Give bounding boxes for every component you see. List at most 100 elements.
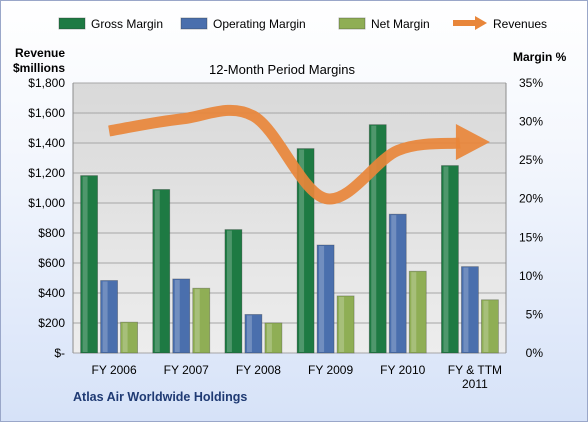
bar-highlight bbox=[226, 230, 232, 352]
operating-margin-bar bbox=[100, 280, 118, 354]
bar-highlight bbox=[391, 215, 397, 352]
legend-item: Operating Margin bbox=[180, 17, 306, 31]
legend-item: Gross Margin bbox=[58, 17, 163, 31]
bar-group bbox=[172, 278, 191, 354]
bar-group bbox=[408, 270, 427, 354]
bar-highlight bbox=[339, 296, 345, 352]
company-name: Atlas Air Worldwide Holdings bbox=[73, 390, 247, 404]
category-label: FY 2006 bbox=[92, 363, 137, 377]
net-margin-bar bbox=[264, 322, 283, 354]
left-axis-title-line2: $millions bbox=[13, 61, 65, 75]
legend-label: Net Margin bbox=[371, 17, 430, 31]
revenue-line bbox=[108, 104, 490, 205]
bar-group bbox=[192, 287, 211, 354]
left-tick-label: $200 bbox=[38, 316, 65, 330]
legend-label: Operating Margin bbox=[213, 17, 306, 31]
category-label: FY 2007 bbox=[164, 363, 209, 377]
right-axis-ticks: 0% 5% 10% 15% 20% 25% 30% 35% bbox=[519, 76, 543, 360]
bar-group bbox=[264, 322, 283, 354]
bar-highlight bbox=[319, 246, 325, 352]
revenue-line-path bbox=[108, 104, 461, 205]
operating-margin-bar bbox=[244, 314, 263, 354]
bar-highlight bbox=[443, 166, 449, 352]
right-tick-label: 25% bbox=[519, 153, 543, 167]
right-tick-label: 15% bbox=[519, 230, 543, 244]
right-axis-title: Margin % bbox=[513, 50, 567, 64]
net-margin-bar bbox=[408, 270, 427, 354]
right-tick-label: 10% bbox=[519, 269, 543, 283]
left-tick-label: $1,000 bbox=[28, 196, 65, 210]
chart-title: 12-Month Period Margins bbox=[209, 62, 355, 77]
bar-highlight bbox=[299, 149, 305, 352]
left-tick-label: $1,800 bbox=[28, 76, 65, 90]
bar-group bbox=[461, 266, 479, 354]
net-margin-bar bbox=[481, 299, 499, 354]
bar-highlight bbox=[371, 125, 377, 353]
net-margin-bar bbox=[120, 321, 138, 354]
bar-group bbox=[224, 229, 243, 354]
bar-group bbox=[368, 124, 387, 354]
bar-highlight bbox=[102, 281, 108, 352]
net-margin-bar bbox=[336, 295, 355, 354]
bar-group bbox=[80, 175, 98, 354]
bar-group bbox=[481, 299, 499, 354]
legend: Gross Margin Operating Margin Net Margin Re… bbox=[58, 16, 547, 31]
bar-group bbox=[100, 280, 118, 354]
category-axis: FY 2006 FY 2007 FY 2008 FY 2009 FY 2010 FY & … bbox=[92, 363, 503, 391]
bar-highlight bbox=[463, 267, 469, 352]
category-label: FY 2009 bbox=[308, 363, 353, 377]
left-tick-label: $600 bbox=[38, 256, 65, 270]
right-tick-label: 20% bbox=[519, 192, 543, 206]
left-axis-ticks: $- $200 $400 $600 $800 $1,000 $1,200 $1,400 $1,6… bbox=[28, 76, 65, 360]
bar-group bbox=[336, 295, 355, 354]
net-margin-bar bbox=[192, 287, 211, 354]
legend-swatch bbox=[338, 17, 366, 30]
legend-label: Gross Margin bbox=[91, 17, 163, 31]
left-tick-label: $1,600 bbox=[28, 106, 65, 120]
bar-highlight bbox=[411, 272, 417, 352]
gross-margin-bar bbox=[296, 148, 315, 354]
bar-highlight bbox=[246, 315, 252, 352]
left-tick-label: $800 bbox=[38, 226, 65, 240]
gross-margin-bar bbox=[441, 165, 459, 354]
category-label: FY & TTM bbox=[448, 363, 502, 377]
legend-item: Revenues bbox=[453, 16, 547, 31]
revenue-arrowhead bbox=[455, 124, 490, 160]
gross-margin-bar bbox=[80, 175, 98, 354]
bar-group bbox=[388, 213, 407, 354]
bar-highlight bbox=[174, 279, 180, 352]
bar-group bbox=[120, 321, 138, 354]
bar-group bbox=[152, 189, 171, 354]
bar-highlight bbox=[194, 289, 200, 352]
gross-margin-bar bbox=[368, 124, 387, 354]
category-label: FY 2008 bbox=[236, 363, 281, 377]
operating-margin-bar bbox=[316, 244, 335, 354]
category-label: FY 2010 bbox=[380, 363, 425, 377]
right-tick-label: 5% bbox=[526, 307, 544, 321]
gridlines bbox=[72, 82, 507, 354]
bar-highlight bbox=[266, 323, 272, 352]
bar-group bbox=[441, 165, 459, 354]
bar-group bbox=[244, 314, 263, 354]
right-tick-label: 35% bbox=[519, 76, 543, 90]
operating-margin-bar bbox=[388, 213, 407, 354]
legend-swatch bbox=[58, 17, 86, 30]
bars bbox=[80, 124, 499, 354]
left-axis-title-line1: Revenue bbox=[15, 46, 65, 60]
bar-highlight bbox=[82, 176, 88, 352]
bar-highlight bbox=[154, 190, 160, 352]
operating-margin-bar bbox=[172, 278, 191, 354]
gross-margin-bar bbox=[152, 189, 171, 354]
legend-item: Net Margin bbox=[338, 17, 430, 31]
left-tick-label: $1,400 bbox=[28, 136, 65, 150]
bar-group bbox=[296, 148, 315, 354]
right-tick-label: 0% bbox=[526, 346, 544, 360]
right-tick-label: 30% bbox=[519, 115, 543, 129]
left-tick-label: $- bbox=[54, 346, 65, 360]
operating-margin-bar bbox=[461, 266, 479, 354]
legend-label: Revenues bbox=[493, 17, 547, 31]
legend-swatch bbox=[180, 17, 208, 30]
bar-highlight bbox=[122, 323, 128, 352]
